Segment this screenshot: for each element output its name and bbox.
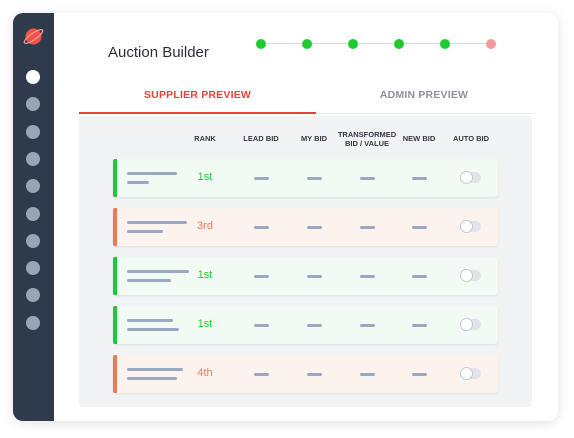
table-row[interactable]: 1st xyxy=(113,306,498,344)
tab-admin-preview[interactable]: ADMIN PREVIEW xyxy=(379,89,469,101)
toggle-knob xyxy=(461,368,472,379)
lead-bid-value xyxy=(253,373,269,376)
sidebar-item-7[interactable] xyxy=(26,233,40,248)
lead-bid-value xyxy=(253,177,269,180)
sidebar-item-2[interactable] xyxy=(26,97,40,112)
transformed-bid-value xyxy=(359,275,375,278)
new-bid-value xyxy=(411,177,427,180)
sidebar-item-5[interactable] xyxy=(26,179,40,194)
row-status-bar xyxy=(113,159,117,197)
sidebar-item-10[interactable] xyxy=(26,315,40,330)
auto-bid-toggle[interactable] xyxy=(461,368,481,379)
sidebar-item-6[interactable] xyxy=(26,206,40,221)
supplier-name-placeholder xyxy=(127,279,171,282)
tab-supplier-preview[interactable]: SUPPLIER PREVIEW xyxy=(143,89,252,101)
step-6-indicator xyxy=(486,39,496,49)
col-my-bid-header: MY BID xyxy=(300,134,328,143)
col-rank-header: RANK xyxy=(194,134,216,143)
table-row[interactable]: 4th xyxy=(113,355,498,393)
row-status-bar xyxy=(113,355,117,393)
my-bid-value xyxy=(306,275,322,278)
tab-underline xyxy=(316,113,532,114)
toggle-knob xyxy=(461,221,472,232)
my-bid-value xyxy=(306,226,322,229)
sidebar-item-9[interactable] xyxy=(26,288,40,303)
toggle-knob xyxy=(461,270,472,281)
transformed-bid-value xyxy=(359,373,375,376)
supplier-name-placeholder xyxy=(127,172,177,175)
page-title: Auction Builder xyxy=(108,44,209,61)
supplier-name-placeholder xyxy=(127,270,189,273)
supplier-name-placeholder xyxy=(127,319,173,322)
step-2-indicator xyxy=(302,39,312,49)
lead-bid-value xyxy=(253,324,269,327)
bid-table-panel: RANK LEAD BID MY BID TRANSFORMED BID / VALU… xyxy=(79,116,532,407)
sidebar-item-4[interactable] xyxy=(26,151,40,166)
step-connector xyxy=(312,43,348,44)
sidebar xyxy=(13,13,54,421)
transformed-bid-value xyxy=(359,324,375,327)
supplier-name-placeholder xyxy=(127,181,149,184)
my-bid-value xyxy=(306,177,322,180)
table-row[interactable]: 1st xyxy=(113,257,498,295)
auto-bid-toggle[interactable] xyxy=(461,319,481,330)
step-connector xyxy=(358,43,394,44)
planet-icon[interactable] xyxy=(23,26,44,47)
my-bid-value xyxy=(306,324,322,327)
sidebar-item-3[interactable] xyxy=(26,124,40,139)
toggle-knob xyxy=(461,172,472,183)
rank-value: 1st xyxy=(197,318,213,330)
toggle-knob xyxy=(461,319,472,330)
new-bid-value xyxy=(411,324,427,327)
supplier-name-placeholder xyxy=(127,368,183,371)
new-bid-value xyxy=(411,373,427,376)
step-connector xyxy=(266,43,302,44)
step-4-indicator xyxy=(394,39,404,49)
row-status-bar xyxy=(113,306,117,344)
step-connector xyxy=(450,43,486,44)
supplier-name-placeholder xyxy=(127,221,187,224)
col-lead-bid-header: LEAD BID xyxy=(243,134,279,143)
step-5-indicator xyxy=(440,39,450,49)
sidebar-item-1[interactable] xyxy=(26,70,40,84)
auto-bid-toggle[interactable] xyxy=(461,221,481,232)
col-new-bid-header: NEW BID xyxy=(402,134,436,143)
new-bid-value xyxy=(411,275,427,278)
lead-bid-value xyxy=(253,275,269,278)
rank-value: 3rd xyxy=(197,220,213,232)
tab-underline xyxy=(79,112,316,114)
step-1-indicator xyxy=(256,39,266,49)
row-status-bar xyxy=(113,257,117,295)
table-row[interactable]: 3rd xyxy=(113,208,498,246)
col-transformed-bid-header: TRANSFORMED BID / VALUE xyxy=(337,130,397,148)
step-3-indicator xyxy=(348,39,358,49)
supplier-name-placeholder xyxy=(127,230,163,233)
transformed-bid-value xyxy=(359,177,375,180)
auto-bid-toggle[interactable] xyxy=(461,172,481,183)
app-window: Auction Builder SUPPLIER PREVIEW ADMIN PR… xyxy=(13,13,558,421)
sidebar-item-8[interactable] xyxy=(26,261,40,276)
new-bid-value xyxy=(411,226,427,229)
my-bid-value xyxy=(306,373,322,376)
step-progress xyxy=(256,36,511,52)
step-connector xyxy=(404,43,440,44)
table-row[interactable]: 1st xyxy=(113,159,498,197)
row-status-bar xyxy=(113,208,117,246)
supplier-name-placeholder xyxy=(127,377,177,380)
transformed-bid-value xyxy=(359,226,375,229)
rank-value: 1st xyxy=(197,171,213,183)
rank-value: 4th xyxy=(197,367,213,379)
auto-bid-toggle[interactable] xyxy=(461,270,481,281)
supplier-name-placeholder xyxy=(127,328,179,331)
lead-bid-value xyxy=(253,226,269,229)
rank-value: 1st xyxy=(197,269,213,281)
col-auto-bid-header: AUTO BID xyxy=(452,134,490,143)
